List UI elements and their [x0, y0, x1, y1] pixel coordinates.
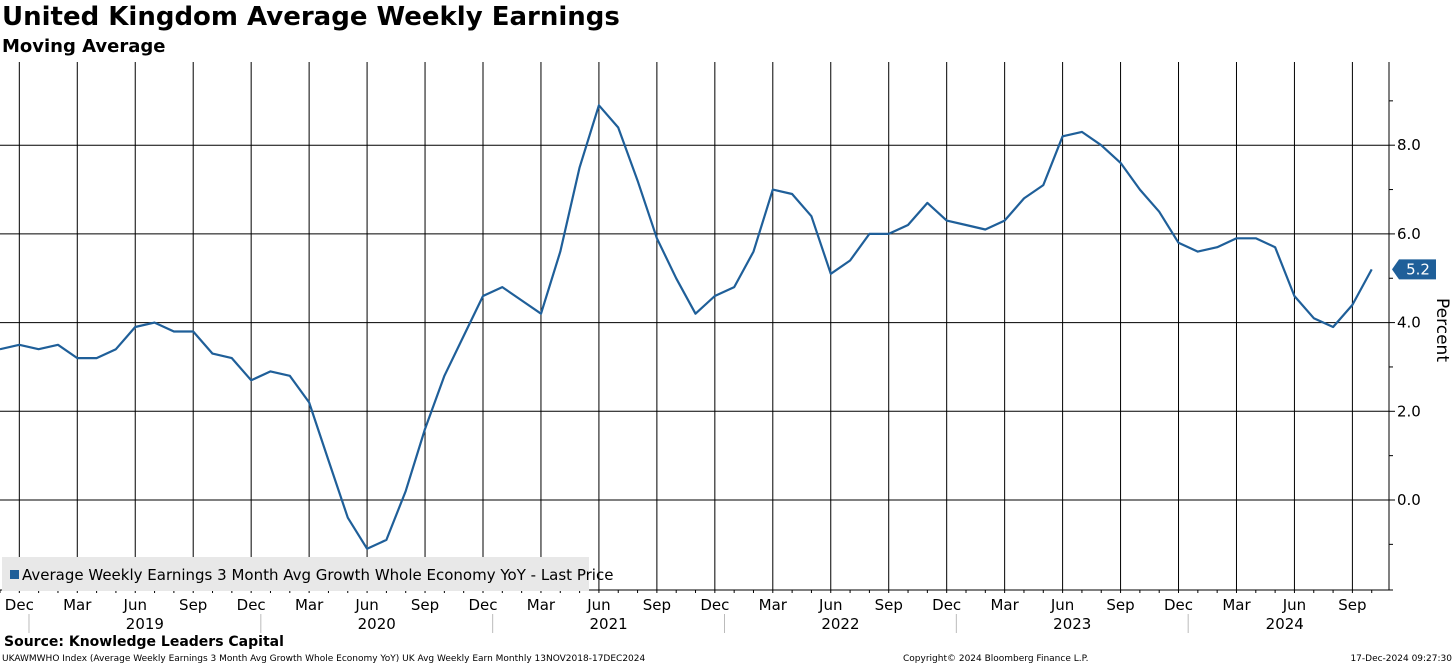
grid-lines — [0, 62, 1389, 590]
x-tick-label: Jun — [354, 596, 378, 614]
timestamp: 17-Dec-2024 09:27:30 — [1350, 654, 1452, 664]
x-tick-label: Jun — [123, 596, 147, 614]
x-tick-label: Sep — [411, 596, 439, 614]
x-tick-label: Mar — [527, 596, 556, 614]
source-note: Source: Knowledge Leaders Capital — [4, 634, 284, 650]
y-tick-label: 4.0 — [1397, 314, 1421, 332]
x-tick-label: Sep — [643, 596, 671, 614]
x-tick-label: Mar — [1222, 596, 1251, 614]
series-layer — [0, 104, 1373, 550]
labels-layer: 5.2 — [1392, 259, 1436, 280]
x-tick-label: Jun — [586, 596, 610, 614]
last-value-tag — [1392, 259, 1436, 280]
legend-entry: Average Weekly Earnings 3 Month Avg Grow… — [22, 566, 613, 584]
legend-background — [2, 557, 589, 591]
x-tick-label: Sep — [179, 596, 207, 614]
series-line — [0, 104, 1373, 550]
chart-subtitle: Moving Average — [2, 36, 166, 57]
x-tick-label: Sep — [1338, 596, 1366, 614]
chart-title: United Kingdom Average Weekly Earnings — [2, 2, 620, 32]
x-year-label: 2022 — [821, 615, 859, 633]
x-tick-label: Jun — [1282, 596, 1306, 614]
x-year-label: 2024 — [1266, 615, 1304, 633]
legend: Average Weekly Earnings 3 Month Avg Grow… — [2, 557, 613, 591]
last-value-label: 5.2 — [1406, 260, 1430, 278]
y-tick-label: 2.0 — [1397, 402, 1421, 420]
x-tick-label: Sep — [1106, 596, 1134, 614]
x-tick-label: Sep — [875, 596, 903, 614]
x-year-label: 2019 — [126, 615, 164, 633]
x-tick-label: Jun — [818, 596, 842, 614]
y-tick-label: 8.0 — [1397, 136, 1421, 154]
x-tick-label: Mar — [295, 596, 324, 614]
x-tick-label: Dec — [468, 596, 497, 614]
x-year-label: 2021 — [589, 615, 627, 633]
x-year-label: 2023 — [1053, 615, 1091, 633]
ticker-line: UKAWMWHO Index (Average Weekly Earnings … — [2, 654, 646, 664]
x-tick-label: Jun — [1050, 596, 1074, 614]
x-tick-label: Dec — [700, 596, 729, 614]
y-tick-label: 0.0 — [1397, 491, 1421, 509]
x-tick-label: Dec — [1164, 596, 1193, 614]
x-year-label: 2020 — [358, 615, 396, 633]
x-tick-label: Dec — [5, 596, 34, 614]
x-tick-label: Mar — [759, 596, 788, 614]
legend-swatch — [10, 570, 19, 579]
x-tick-label: Dec — [932, 596, 961, 614]
x-tick-label: Dec — [237, 596, 266, 614]
x-tick-label: Mar — [990, 596, 1019, 614]
axes: 0.0 2.0 4.0 6.0 8.0 Dec Mar Jun Sep Dec Mar Jun Sep D… — [0, 62, 1421, 633]
y-tick-label: 6.0 — [1397, 225, 1421, 243]
y-axis-label: Percent — [1432, 298, 1452, 362]
x-tick-label: Mar — [63, 596, 92, 614]
copyright: Copyright© 2024 Bloomberg Finance L.P. — [903, 654, 1089, 664]
